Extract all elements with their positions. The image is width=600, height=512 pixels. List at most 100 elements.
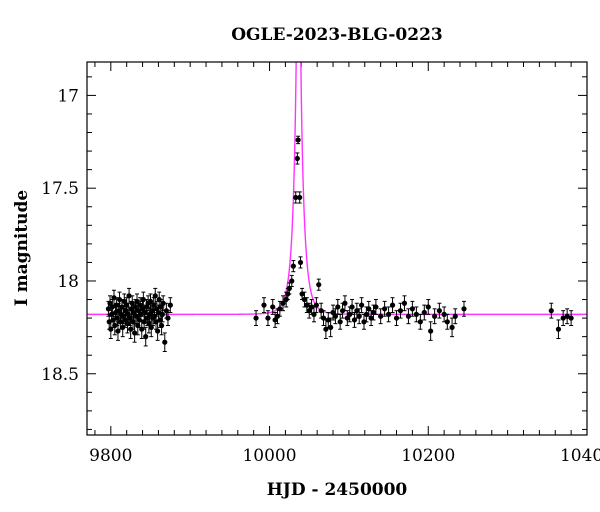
data-marker	[109, 304, 115, 310]
data-marker	[299, 291, 305, 297]
model-line	[87, 62, 587, 316]
data-marker	[452, 313, 458, 319]
data-marker	[432, 313, 438, 319]
data-marker	[141, 319, 147, 325]
data-marker	[311, 311, 317, 317]
data-marker	[155, 328, 161, 334]
data-point	[548, 302, 554, 319]
data-point	[122, 312, 128, 328]
data-marker	[318, 308, 324, 314]
data-point	[356, 308, 362, 325]
data-point	[328, 317, 334, 338]
data-marker	[548, 308, 554, 314]
data-marker	[122, 317, 128, 323]
data-marker	[382, 306, 388, 312]
data-marker	[373, 304, 379, 310]
data-point	[162, 332, 168, 352]
data-marker	[129, 300, 135, 306]
data-point	[320, 310, 327, 327]
data-marker	[277, 306, 283, 312]
x-tick-label: 10000	[242, 446, 296, 466]
data-marker	[132, 330, 138, 336]
y-tick-label: 17	[57, 86, 79, 106]
data-point	[134, 293, 140, 310]
data-marker	[342, 300, 348, 306]
data-point	[323, 319, 329, 340]
data-marker	[165, 315, 171, 321]
data-marker	[417, 319, 423, 325]
data-point	[265, 310, 271, 327]
x-tick-label: 9800	[89, 446, 132, 466]
data-marker	[428, 328, 434, 334]
data-marker	[301, 296, 308, 303]
data-point	[413, 306, 419, 323]
data-marker	[147, 298, 154, 304]
data-marker	[126, 293, 132, 299]
data-point	[111, 289, 117, 306]
data-point	[564, 308, 570, 325]
data-marker	[121, 298, 127, 304]
data-marker	[113, 302, 119, 308]
data-marker	[389, 302, 396, 308]
data-marker	[124, 302, 130, 308]
data-marker	[332, 313, 339, 319]
data-marker	[325, 317, 331, 323]
data-marker	[297, 259, 304, 266]
data-marker	[335, 304, 341, 310]
data-marker	[378, 313, 384, 319]
data-marker	[115, 328, 121, 334]
data-marker	[436, 308, 442, 314]
y-tick-label: 17.5	[41, 179, 79, 199]
data-point	[444, 313, 450, 330]
data-marker	[116, 296, 123, 303]
data-marker	[123, 308, 129, 314]
data-marker	[409, 306, 415, 312]
data-marker	[393, 315, 400, 321]
data-point	[428, 321, 434, 341]
data-marker	[290, 263, 296, 269]
data-marker	[119, 304, 125, 310]
data-marker	[286, 285, 292, 291]
data-marker	[425, 304, 431, 310]
data-point	[344, 310, 350, 327]
data-marker	[289, 278, 295, 284]
data-point	[116, 291, 123, 308]
data-marker	[444, 319, 450, 325]
data-marker	[328, 324, 334, 330]
data-points	[105, 135, 574, 352]
data-point	[560, 310, 566, 327]
data-marker	[159, 322, 165, 329]
x-tick-label: 10200	[401, 446, 455, 466]
data-marker	[401, 300, 408, 306]
data-marker	[297, 194, 303, 201]
data-point	[121, 293, 127, 310]
axis-ticks	[87, 62, 588, 435]
data-point	[295, 135, 301, 145]
data-marker	[151, 302, 157, 308]
data-point	[425, 299, 431, 315]
data-point	[449, 317, 455, 338]
data-marker	[349, 304, 355, 310]
data-point	[297, 256, 304, 269]
data-marker	[147, 311, 153, 317]
data-marker	[306, 308, 312, 314]
data-point	[313, 297, 319, 314]
data-point	[159, 315, 165, 336]
data-point	[389, 297, 396, 314]
data-point	[159, 306, 165, 323]
data-point	[128, 319, 134, 340]
data-marker	[385, 311, 392, 317]
data-point	[359, 297, 365, 314]
data-marker	[140, 296, 146, 303]
data-point	[409, 300, 415, 317]
data-marker	[351, 317, 358, 323]
data-marker	[167, 302, 173, 308]
data-point	[167, 297, 173, 314]
data-point	[253, 310, 259, 327]
data-marker	[397, 308, 404, 314]
data-point	[274, 308, 281, 325]
data-marker	[441, 311, 447, 317]
data-marker	[128, 306, 135, 312]
data-point	[293, 191, 299, 204]
data-point	[401, 295, 408, 312]
